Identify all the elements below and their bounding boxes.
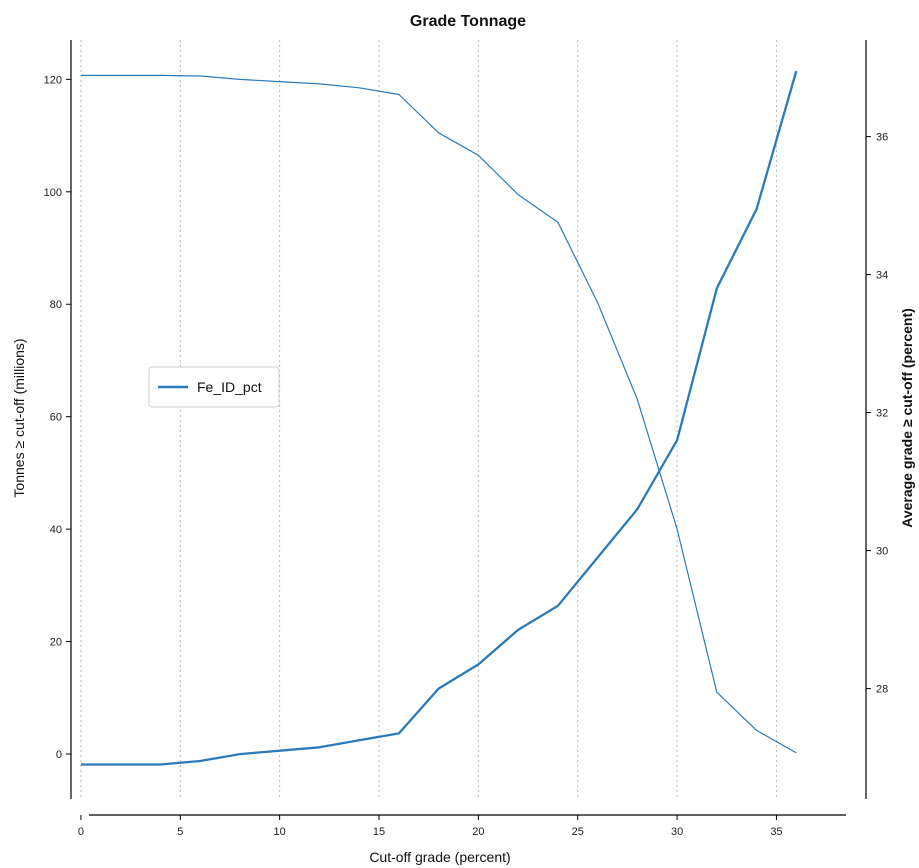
y2-tick-label-32: 32 bbox=[876, 408, 888, 420]
x-tick-label-10: 10 bbox=[274, 826, 286, 838]
tonnage-line bbox=[80, 74, 797, 754]
left-y-axis-ticks: 0 20 40 60 80 100 120 bbox=[44, 74, 71, 761]
y-tick-label-60: 60 bbox=[50, 412, 62, 424]
vertical-grid bbox=[80, 40, 777, 799]
y2-tick-label-34: 34 bbox=[876, 270, 888, 282]
x-tick-label-0: 0 bbox=[78, 826, 84, 838]
average-grade-line bbox=[80, 70, 798, 766]
y-tick-label-100: 100 bbox=[44, 187, 62, 199]
y2-tick-label-36: 36 bbox=[876, 132, 888, 144]
x-tick-label-5: 5 bbox=[177, 826, 183, 838]
x-tick-label-15: 15 bbox=[373, 826, 385, 838]
right-y-axis-ticks: 28 30 32 34 36 bbox=[866, 132, 888, 696]
x-tick-label-25: 25 bbox=[572, 826, 584, 838]
y2-tick-label-28: 28 bbox=[876, 684, 888, 696]
series-layer bbox=[80, 70, 798, 766]
y2-tick-label-30: 30 bbox=[876, 546, 888, 558]
y-tick-label-0: 0 bbox=[56, 749, 62, 761]
x-tick-label-30: 30 bbox=[671, 826, 683, 838]
x-axis-ticks: 0 5 10 15 20 25 30 35 bbox=[78, 815, 783, 838]
right-y-axis-title: Average grade ≥ cut-off (percent) bbox=[899, 308, 915, 528]
x-tick-label-20: 20 bbox=[472, 826, 484, 838]
y-tick-label-80: 80 bbox=[50, 299, 62, 311]
left-y-axis-title: Tonnes ≥ cut-off (millions) bbox=[11, 338, 27, 497]
chart-title: Grade Tonnage bbox=[410, 13, 526, 30]
y-tick-label-40: 40 bbox=[50, 524, 62, 536]
x-tick-label-35: 35 bbox=[770, 826, 782, 838]
y-tick-label-20: 20 bbox=[50, 637, 62, 649]
legend-label-fe-id-pct: Fe_ID_pct bbox=[197, 379, 262, 395]
legend: Fe_ID_pct bbox=[148, 366, 280, 408]
legend-box bbox=[148, 366, 280, 408]
y-tick-label-120: 120 bbox=[44, 74, 62, 86]
x-axis-title: Cut-off grade (percent) bbox=[369, 849, 510, 865]
